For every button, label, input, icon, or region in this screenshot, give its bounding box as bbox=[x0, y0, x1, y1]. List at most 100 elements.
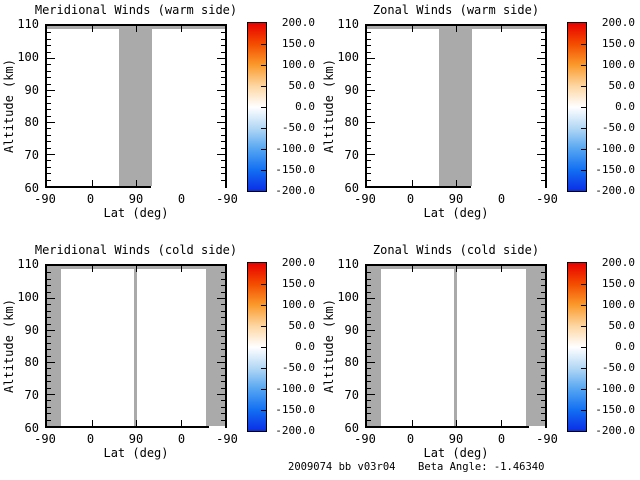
y-major-tick bbox=[537, 298, 545, 299]
y-minor-tick bbox=[47, 167, 51, 168]
y-tick-label: 80 bbox=[344, 115, 359, 130]
missing-data-band bbox=[526, 266, 545, 426]
footer-run-id: 2009074 bb v03r04 bbox=[288, 461, 396, 473]
y-minor-tick bbox=[47, 160, 51, 161]
colorbar-tick-label: 50.0 bbox=[288, 319, 316, 332]
y-minor-tick bbox=[367, 349, 371, 350]
y-minor-tick bbox=[367, 71, 371, 72]
y-minor-tick bbox=[47, 279, 51, 280]
plot-field bbox=[367, 266, 545, 426]
y-tick-label: 90 bbox=[24, 322, 39, 337]
panel-title: Zonal Winds (cold side) bbox=[372, 243, 540, 257]
colorbar-tick-label: 150.0 bbox=[281, 277, 315, 290]
y-tick-label: 70 bbox=[344, 388, 359, 403]
colorbar-tick-label: -100.0 bbox=[275, 382, 315, 395]
y-minor-tick bbox=[47, 96, 51, 97]
y-minor-tick bbox=[541, 64, 545, 65]
colorbar-tick-label: 0.0 bbox=[295, 100, 315, 113]
y-major-tick bbox=[537, 330, 545, 331]
x-major-tick bbox=[456, 420, 457, 426]
x-tick-label: -90 bbox=[34, 192, 56, 206]
colorbar-tick bbox=[581, 410, 586, 411]
x-major-tick bbox=[501, 420, 502, 426]
x-tick-labels: -90 0 90 0 -90 bbox=[354, 432, 558, 446]
x-major-tick bbox=[92, 266, 93, 272]
y-minor-tick bbox=[221, 272, 225, 273]
y-minor-tick bbox=[367, 400, 371, 401]
colorbar-tick-label: 200.0 bbox=[601, 16, 635, 29]
axis-bottom-border bbox=[45, 186, 151, 188]
x-major-tick bbox=[456, 180, 457, 186]
y-minor-tick bbox=[47, 420, 51, 421]
y-minor-tick bbox=[221, 109, 225, 110]
x-tick-label: 0 bbox=[86, 192, 95, 206]
y-minor-tick bbox=[367, 304, 371, 305]
y-minor-tick bbox=[47, 324, 51, 325]
y-minor-tick bbox=[47, 173, 51, 174]
panel-title: Meridional Winds (warm side) bbox=[34, 3, 238, 17]
colorbar-tick bbox=[261, 368, 266, 369]
y-tick-label: 60 bbox=[344, 421, 359, 435]
axis-right-border bbox=[225, 264, 227, 428]
axis-bottom-border bbox=[45, 426, 209, 428]
y-minor-tick bbox=[47, 413, 51, 414]
y-minor-tick bbox=[221, 77, 225, 78]
y-minor-tick bbox=[47, 141, 51, 142]
colorbar-tick-label: -150.0 bbox=[595, 163, 635, 176]
panel-zonal-cold: Zonal Winds (cold side) Altitude (km) -90 0… bbox=[320, 240, 640, 480]
y-minor-tick bbox=[47, 349, 51, 350]
colorbar-tick bbox=[581, 149, 586, 150]
y-tick-label: 80 bbox=[24, 355, 39, 370]
colorbar-tick-label: 150.0 bbox=[281, 37, 315, 50]
y-minor-tick bbox=[221, 356, 225, 357]
y-minor-tick bbox=[367, 84, 371, 85]
x-tick-label: -90 bbox=[216, 192, 238, 206]
y-major-tick bbox=[47, 90, 55, 91]
y-minor-tick bbox=[367, 388, 371, 389]
y-minor-tick bbox=[367, 109, 371, 110]
colorbar: 200.0 150.0 100.0 50.0 0.0 -50.0 -100.0 -150.0 -… bbox=[247, 257, 339, 437]
y-minor-tick bbox=[367, 32, 371, 33]
x-tick-label: 90 bbox=[128, 192, 144, 206]
y-minor-tick bbox=[541, 84, 545, 85]
x-tick-label: 0 bbox=[177, 432, 186, 446]
colorbar-tick bbox=[261, 347, 266, 348]
y-major-tick bbox=[217, 394, 225, 395]
y-major-tick bbox=[47, 298, 55, 299]
axis-left-border bbox=[365, 24, 367, 188]
y-minor-tick bbox=[367, 160, 371, 161]
colorbar-tick bbox=[581, 44, 586, 45]
y-minor-tick bbox=[221, 84, 225, 85]
y-minor-tick bbox=[541, 349, 545, 350]
y-minor-tick bbox=[221, 167, 225, 168]
y-tick-label: 90 bbox=[344, 82, 359, 97]
y-minor-tick bbox=[367, 368, 371, 369]
missing-data-band bbox=[134, 266, 138, 426]
y-minor-tick bbox=[47, 381, 51, 382]
y-minor-tick bbox=[541, 52, 545, 53]
y-minor-tick bbox=[367, 292, 371, 293]
y-minor-tick bbox=[221, 160, 225, 161]
x-major-tick bbox=[136, 266, 137, 272]
axis-left-border bbox=[45, 264, 47, 428]
colorbar-tick-label: 150.0 bbox=[601, 277, 635, 290]
x-major-tick bbox=[412, 266, 413, 272]
x-tick-label: 0 bbox=[406, 192, 415, 206]
y-minor-tick bbox=[47, 84, 51, 85]
y-minor-tick bbox=[47, 285, 51, 286]
x-major-tick bbox=[412, 420, 413, 426]
colorbar-tick-label: 150.0 bbox=[601, 37, 635, 50]
y-minor-tick bbox=[541, 407, 545, 408]
axis-bottom-border bbox=[365, 426, 529, 428]
y-tick-label: 60 bbox=[24, 421, 39, 435]
panel-meridional-cold: Meridional Winds (cold side) Altitude (km… bbox=[0, 240, 320, 480]
colorbar-tick-label: -50.0 bbox=[601, 121, 635, 134]
y-minor-tick bbox=[541, 336, 545, 337]
colorbar-tick bbox=[581, 170, 586, 171]
y-minor-tick bbox=[47, 71, 51, 72]
missing-data-band bbox=[206, 266, 225, 426]
y-minor-tick bbox=[541, 279, 545, 280]
x-tick-label: -90 bbox=[216, 432, 238, 446]
y-minor-tick bbox=[47, 317, 51, 318]
colorbar-tick-label: -150.0 bbox=[275, 403, 315, 416]
